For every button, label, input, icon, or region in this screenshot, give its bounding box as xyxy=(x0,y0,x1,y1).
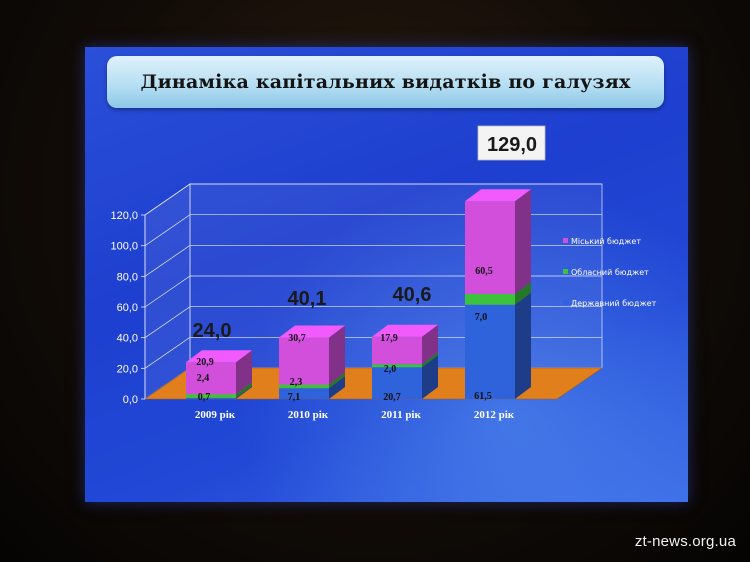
data-label-state: 20,7 xyxy=(383,392,401,403)
gridline xyxy=(144,183,602,216)
bar-top xyxy=(279,325,345,338)
bar-oblast xyxy=(372,364,422,368)
data-label-state: 7,1 xyxy=(288,392,301,403)
data-label-oblast: 2,4 xyxy=(197,373,210,384)
data-label-state-inner: 2,0 xyxy=(384,364,397,375)
y-tick-label: 100,0 xyxy=(110,241,138,253)
bar-state xyxy=(279,388,329,399)
y-tick-label: 20,0 xyxy=(117,363,138,375)
bar-top xyxy=(372,324,438,337)
legend-swatch-state xyxy=(563,300,568,305)
total-label: 40,6 xyxy=(393,284,432,306)
bar-city xyxy=(186,362,236,395)
bar-side-state xyxy=(422,355,438,399)
legend-label-city: Міський бюджет xyxy=(571,237,641,246)
total-box xyxy=(477,125,546,161)
y-tick-label: 80,0 xyxy=(117,271,138,283)
x-tick-label: 2012 рік xyxy=(474,409,515,421)
bar-oblast xyxy=(465,293,515,305)
watermark: zt-news.org.ua xyxy=(634,533,736,550)
projection-screen xyxy=(85,47,688,502)
legend-label-oblast: Обласний бюджет xyxy=(571,268,649,277)
bar-city xyxy=(372,336,422,365)
y-tick-label: 40,0 xyxy=(117,333,138,345)
bar-top xyxy=(465,189,531,202)
bar-top xyxy=(186,350,252,363)
gridline xyxy=(144,214,602,246)
bar-side-state xyxy=(329,376,345,399)
data-label-city: 30,7 xyxy=(288,333,306,344)
gridline xyxy=(144,306,602,338)
bar-side-oblast xyxy=(515,281,531,305)
legend-swatch-city xyxy=(563,238,568,243)
data-label-state: 61,5 xyxy=(474,391,492,402)
bar-state xyxy=(186,397,236,399)
x-tick-label: 2010 рік xyxy=(288,409,329,421)
data-label-state: 0,7 xyxy=(198,392,211,403)
x-tick-label: 2011 рік xyxy=(381,409,421,421)
bar-oblast xyxy=(186,394,236,398)
total-label: 24,0 xyxy=(193,320,232,342)
bar-side-state xyxy=(236,385,252,399)
bar-side-city xyxy=(515,189,531,294)
slide-title: Динаміка капітальних видатків по галузях xyxy=(140,71,631,93)
bar-side-oblast xyxy=(236,382,252,398)
total-label: 40,1 xyxy=(288,288,327,310)
y-tick-label: 120,0 xyxy=(110,210,138,222)
bar-side-oblast xyxy=(329,372,345,389)
data-label-state-inner: 2,3 xyxy=(290,377,303,388)
bar-side-city xyxy=(329,325,345,385)
bar-oblast xyxy=(279,384,329,389)
legend-swatch-oblast xyxy=(563,269,568,274)
data-label-state-inner: 7,0 xyxy=(475,312,488,323)
bar-side-state xyxy=(515,292,531,399)
y-tick-label: 0,0 xyxy=(123,394,138,406)
y-tick-label: 60,0 xyxy=(117,302,138,314)
bar-state xyxy=(465,304,515,399)
gridline xyxy=(144,336,602,369)
gridline xyxy=(144,244,602,277)
data-label-city: 17,9 xyxy=(380,333,398,344)
bar-city xyxy=(465,201,515,294)
bar-side-city xyxy=(422,324,438,365)
bar-side-city xyxy=(236,350,252,395)
gridline xyxy=(144,275,602,308)
bar-side-oblast xyxy=(422,352,438,368)
total-label: 129,0 xyxy=(487,134,537,156)
legend-label-state: Державний бюджет xyxy=(571,299,657,308)
bar-state xyxy=(372,367,422,399)
bar-city xyxy=(279,337,329,385)
data-label-city: 20,9 xyxy=(196,357,214,368)
slide-title-bar: Динаміка капітальних видатків по галузях xyxy=(107,56,664,108)
x-tick-label: 2009 рік xyxy=(195,409,236,421)
data-label-city: 60,5 xyxy=(475,266,493,277)
